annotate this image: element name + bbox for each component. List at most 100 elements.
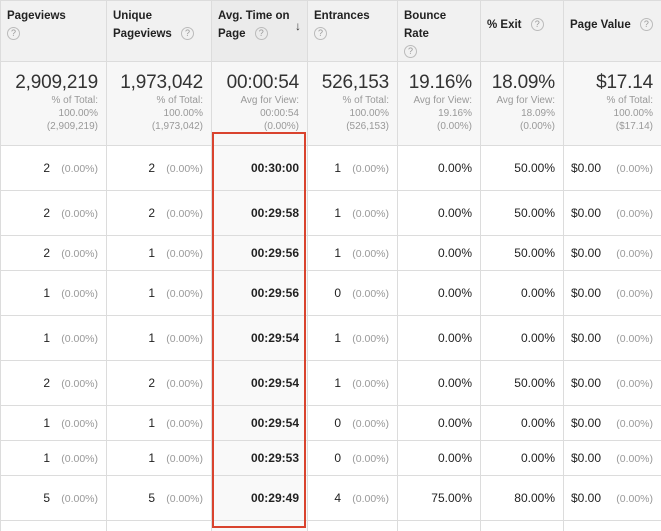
total-sub: Avg for View: — [240, 95, 299, 106]
unique-pageviews-cell: 1(0.00%) — [106, 270, 212, 316]
unique-pageviews-cell: 1(0.00%) — [106, 315, 212, 361]
help-icon[interactable]: ? — [7, 27, 20, 41]
pageviews-percent: (0.00%) — [61, 208, 98, 220]
page-value-cell: $0.00 (0.00%) — [563, 315, 661, 361]
entrances-percent: (0.00%) — [352, 453, 389, 465]
exit-value: 0.00% — [520, 286, 555, 300]
table-row[interactable]: 5 (0.00%) 5 (0.00%) 00:29:49 4 (0.00%) 75.00% 80… — [0, 475, 661, 521]
header-label-line2: Page — [218, 28, 246, 40]
help-icon[interactable]: ? — [530, 18, 544, 32]
header-unique-pageviews[interactable]: Unique Pageviews ? — [106, 0, 212, 62]
bounce-rate-value: 0.00% — [437, 416, 472, 430]
page-value-percent: (0.00%) — [616, 493, 653, 505]
unique-pageviews-cell: 2 (0.00%) — [106, 190, 212, 236]
table-row[interactable]: 1 (0.00%) 1 (0.00%) 00:29:54 1 (0.00%) 0.00% 0.0… — [0, 315, 661, 361]
unique-pageviews-value: 1 — [148, 451, 155, 465]
entrances-value: 1 — [334, 246, 341, 260]
entrances-value: 0 — [334, 286, 341, 300]
entrances-percent: (0.00%) — [352, 378, 389, 390]
exit-value: 0.00% — [520, 416, 555, 430]
pageviews-cell: 2 (0.00%) — [0, 235, 107, 271]
header-exit[interactable]: % Exit ? — [480, 0, 564, 62]
page-value-percent: (0.00%) — [616, 453, 653, 465]
pageviews-percent: (0.00%) — [61, 418, 98, 430]
entrances-value: 0 — [334, 451, 341, 465]
exit-cell: 50.00% — [480, 360, 564, 406]
exit-value: 50.00% — [514, 206, 555, 220]
entrances-percent: (0.00%) — [352, 333, 389, 345]
pageviews-cell: 1(0.00%) — [0, 440, 107, 476]
bounce-rate-cell: 0.00% — [397, 270, 481, 316]
table-row[interactable]: 1(0.00%)1(0.00%)00:29:480(0.00%)0.00%0.0… — [0, 520, 661, 531]
help-icon[interactable]: ? — [254, 27, 268, 41]
total-cell: 2,909,219 % of Total: 100.00% (2,909,219… — [0, 61, 107, 146]
pageviews-cell: 1(0.00%) — [0, 520, 107, 531]
table-row[interactable]: 2 (0.00%) 2 (0.00%) 00:29:54 1 (0.00%) 0.00% 50.… — [0, 360, 661, 406]
header-label-line2: Pageviews — [113, 28, 172, 40]
avg-time-cell: 00:29:54 — [211, 315, 308, 361]
entrances-cell: 0 (0.00%) — [307, 405, 398, 441]
exit-cell: 0.00% — [480, 520, 564, 531]
header-label: Pageviews — [7, 10, 66, 22]
pageviews-value: 1 — [43, 331, 50, 345]
page-value-cell: $0.00 (0.00%) — [563, 360, 661, 406]
pageviews-cell: 5 (0.00%) — [0, 475, 107, 521]
exit-cell: 50.00% — [480, 235, 564, 271]
page-value-value: $0.00 — [571, 416, 602, 430]
entrances-percent: (0.00%) — [352, 288, 389, 300]
unique-pageviews-percent: (0.00%) — [166, 418, 203, 430]
table-row[interactable]: 2 (0.00%) 2 (0.00%) 00:30:00 1 (0.00%) 0.00% 50.… — [0, 145, 661, 191]
total-value: 2,909,219 — [15, 72, 98, 93]
table-row[interactable]: 2 (0.00%) 1 (0.00%) 00:29:56 1 (0.00%) 0.00% 50.… — [0, 235, 661, 271]
pageviews-percent: (0.00%) — [61, 453, 98, 465]
page-value-value: $0.00 — [571, 286, 602, 300]
header-entrances[interactable]: Entrances ? — [307, 0, 398, 62]
help-icon[interactable]: ? — [181, 27, 195, 41]
header-avg-time-on-page[interactable]: Avg. Time on Page ? ↓ — [211, 0, 308, 62]
bounce-rate-value: 0.00% — [437, 451, 472, 465]
total-value: $17.14 — [596, 72, 653, 93]
entrances-cell: 1 (0.00%) — [307, 235, 398, 271]
page-value-percent: (0.00%) — [616, 248, 653, 260]
unique-pageviews-percent: (0.00%) — [166, 163, 203, 175]
total-sub: Avg for View: — [413, 95, 472, 106]
header-pageviews[interactable]: Pageviews ? — [0, 0, 107, 62]
exit-value: 50.00% — [514, 161, 555, 175]
table-row[interactable]: 1 (0.00%) 1 (0.00%) 00:29:54 0 (0.00%) 0.00% 0.0… — [0, 405, 661, 441]
bounce-rate-value: 75.00% — [431, 491, 472, 505]
page-value-percent: (0.00%) — [616, 418, 653, 430]
exit-cell: 50.00% — [480, 145, 564, 191]
avg-time-cell: 00:29:48 — [211, 520, 308, 531]
total-value: 526,153 — [321, 72, 389, 93]
help-icon[interactable]: ? — [639, 18, 653, 32]
header-bounce-rate[interactable]: Bounce Rate ? — [397, 0, 481, 62]
table-row[interactable]: 1 (0.00%) 1 (0.00%) 00:29:53 0 (0.00%) 0.00% 0.0… — [0, 440, 661, 476]
unique-pageviews-percent: (0.00%) — [166, 208, 203, 220]
avg-time-value: 00:29:54 — [250, 416, 299, 430]
bounce-rate-cell: 0.00% — [397, 315, 481, 361]
total-cell: 1,973,042 % of Total: 100.00% (1,973,042… — [106, 61, 212, 146]
header-page-value[interactable]: Page Value ? — [563, 0, 661, 62]
total-value: 18.09% — [491, 72, 555, 93]
bounce-rate-cell: 0.00% — [397, 520, 481, 531]
header-label: Unique — [113, 10, 152, 22]
table-row[interactable]: 2 (0.00%) 2 (0.00%) 00:29:58 1 (0.00%) 0.00% 50.… — [0, 190, 661, 236]
pageviews-cell: 2 (0.00%) — [0, 190, 107, 236]
entrances-value: 1 — [334, 206, 341, 220]
avg-time-cell: 00:30:00 — [211, 145, 308, 191]
pageviews-cell: 1(0.00%) — [0, 270, 107, 316]
help-icon[interactable]: ? — [314, 27, 327, 41]
entrances-value: 1 — [334, 376, 341, 390]
entrances-value: 0 — [334, 416, 341, 430]
total-sub: % of Total: — [606, 95, 653, 106]
help-icon[interactable]: ? — [404, 45, 417, 59]
unique-pageviews-cell: 1(0.00%) — [106, 520, 212, 531]
avg-time-cell: 00:29:54 — [211, 405, 308, 441]
exit-value: 80.00% — [514, 491, 555, 505]
total-sub: (0.00%) — [519, 121, 555, 132]
sort-descending-icon[interactable]: ↓ — [295, 19, 301, 33]
page-value-percent: (0.00%) — [616, 378, 653, 390]
table-row[interactable]: 1 (0.00%) 1 (0.00%) 00:29:56 0 (0.00%) 0.00% 0.0… — [0, 270, 661, 316]
bounce-rate-cell: 0.00% — [397, 360, 481, 406]
total-cell: 18.09% Avg for View: 18.09% (0.00%) — [480, 61, 564, 146]
